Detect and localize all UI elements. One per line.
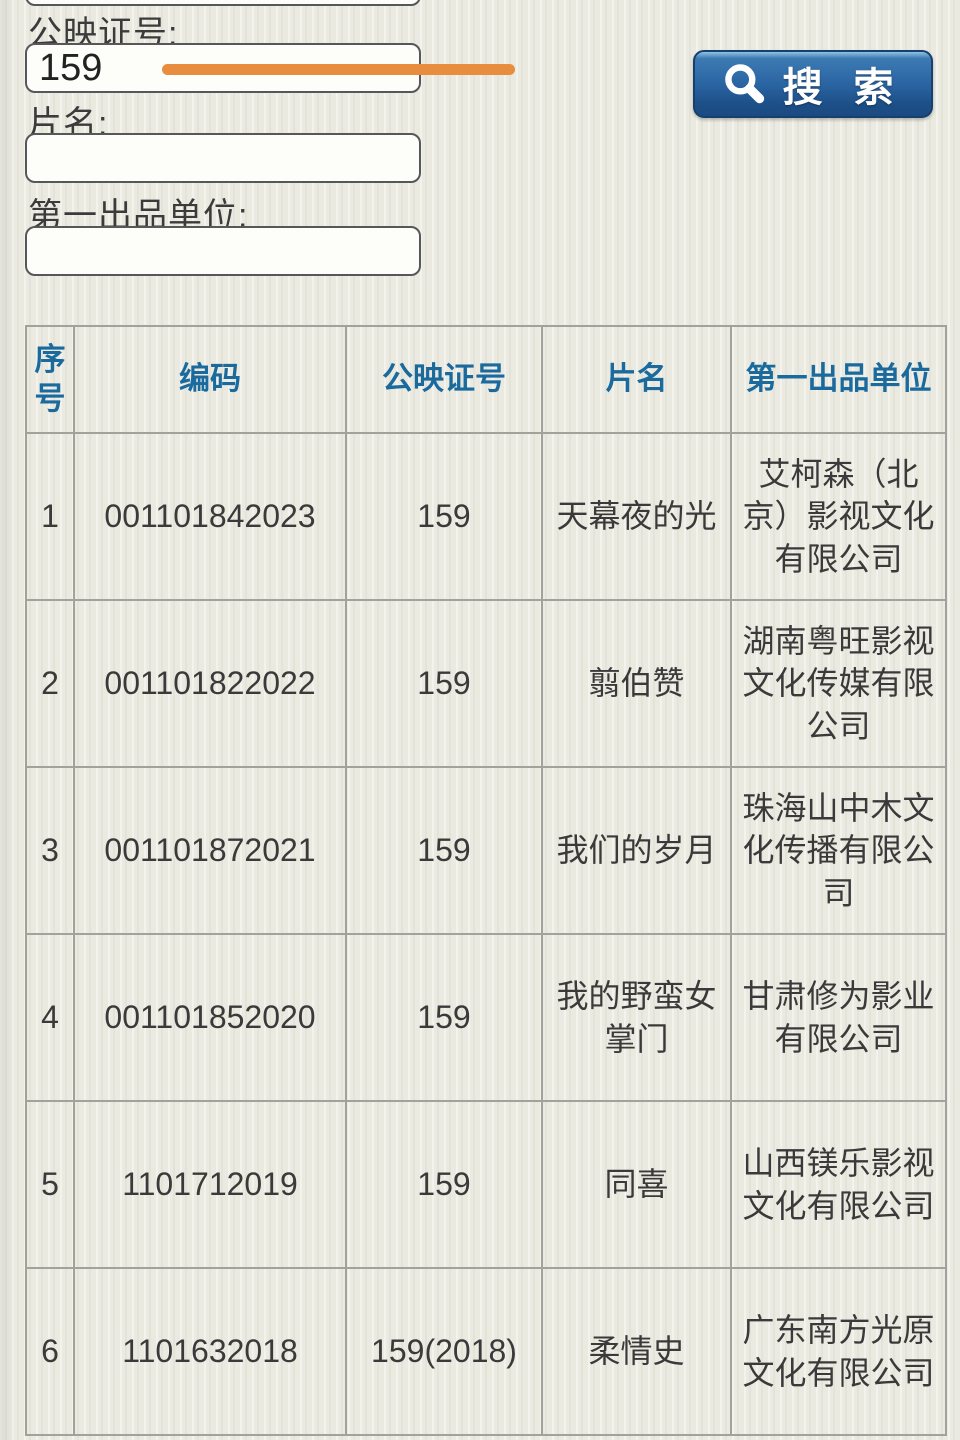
table-row: 1 001101842023 159 天幕夜的光 艾柯森（北京）影视文化有限公司 — [25, 432, 947, 601]
cell-code: 001101842023 — [73, 432, 347, 601]
table-row: 3 001101872021 159 我们的岁月 珠海山中木文化传播有限公司 — [25, 766, 947, 935]
cell-index: 3 — [25, 766, 75, 935]
cell-producer: 珠海山中木文化传播有限公司 — [730, 766, 947, 935]
cell-code: 1101712019 — [73, 1100, 347, 1269]
cell-title: 天幕夜的光 — [541, 432, 732, 601]
producer-input[interactable] — [25, 226, 421, 276]
cell-cert-no: 159 — [345, 933, 543, 1102]
page-edge-shade — [0, 0, 16, 1440]
col-header-code: 编码 — [73, 325, 347, 434]
col-header-cert-no: 公映证号 — [345, 325, 543, 434]
cell-code: 1101632018 — [73, 1267, 347, 1436]
results-table: 序号 编码 公映证号 片名 第一出品单位 1 001101842023 159 天幕夜… — [25, 325, 947, 1436]
table-row: 5 1101712019 159 同喜 山西镁乐影视文化有限公司 — [25, 1100, 947, 1269]
cell-cert-no: 159 — [345, 599, 543, 768]
cell-index: 5 — [25, 1100, 75, 1269]
cell-cert-no: 159 — [345, 432, 543, 601]
search-icon — [725, 64, 765, 104]
cell-producer: 广东南方光原文化有限公司 — [730, 1267, 947, 1436]
cell-code: 001101872021 — [73, 766, 347, 935]
cell-producer: 山西镁乐影视文化有限公司 — [730, 1100, 947, 1269]
cell-producer: 艾柯森（北京）影视文化有限公司 — [730, 432, 947, 601]
cell-title: 同喜 — [541, 1100, 732, 1269]
cell-index: 1 — [25, 432, 75, 601]
table-row: 6 1101632018 159(2018) 柔情史 广东南方光原文化有限公司 — [25, 1267, 947, 1436]
cell-title: 我的野蛮女掌门 — [541, 933, 732, 1102]
cell-code: 001101852020 — [73, 933, 347, 1102]
cell-cert-no: 159 — [345, 766, 543, 935]
annotation-underline — [162, 64, 515, 75]
search-button[interactable]: 搜 索 — [693, 50, 933, 118]
cell-index: 4 — [25, 933, 75, 1102]
col-header-title: 片名 — [541, 325, 732, 434]
cell-index: 2 — [25, 599, 75, 768]
cell-title: 柔情史 — [541, 1267, 732, 1436]
table-header-row: 序号 编码 公映证号 片名 第一出品单位 — [25, 325, 947, 434]
col-header-index: 序号 — [25, 325, 75, 434]
cell-title: 我们的岁月 — [541, 766, 732, 935]
search-button-label: 搜 索 — [782, 66, 904, 110]
cell-title: 翦伯赞 — [541, 599, 732, 768]
title-input[interactable] — [25, 133, 421, 183]
cell-cert-no: 159(2018) — [345, 1267, 543, 1436]
table-header: 序号 编码 公映证号 片名 第一出品单位 — [25, 325, 947, 434]
cell-producer: 甘肃修为影业有限公司 — [730, 933, 947, 1102]
cell-index: 6 — [25, 1267, 75, 1436]
col-header-producer: 第一出品单位 — [730, 325, 947, 434]
table-body: 1 001101842023 159 天幕夜的光 艾柯森（北京）影视文化有限公司 2 001… — [25, 432, 947, 1436]
table-row: 2 001101822022 159 翦伯赞 湖南粤旺影视文化传媒有限公司 — [25, 599, 947, 768]
cell-code: 001101822022 — [73, 599, 347, 768]
cell-producer: 湖南粤旺影视文化传媒有限公司 — [730, 599, 947, 768]
table-row: 4 001101852020 159 我的野蛮女掌门 甘肃修为影业有限公司 — [25, 933, 947, 1102]
cell-cert-no: 159 — [345, 1100, 543, 1269]
